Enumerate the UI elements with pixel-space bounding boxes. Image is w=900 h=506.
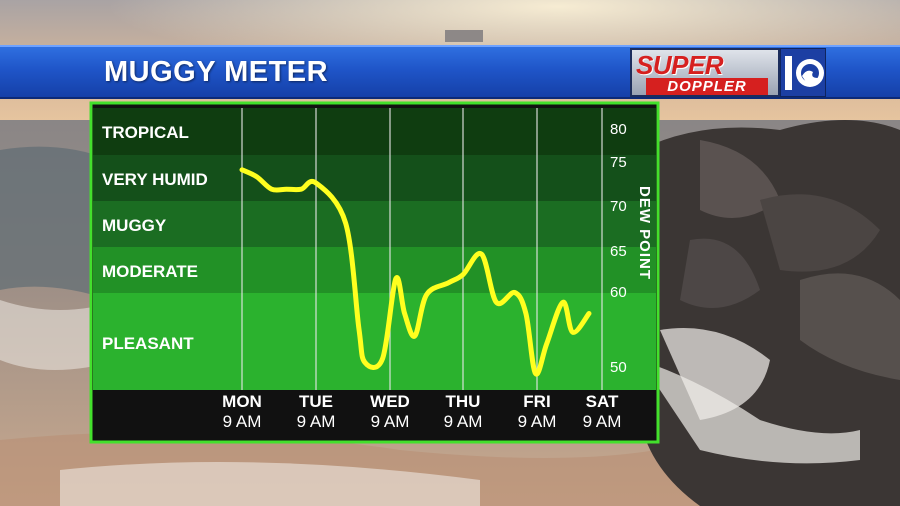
y-tick-label-4: 60 — [610, 284, 627, 301]
day-label-2: WED — [370, 392, 410, 411]
time-label-0: 9 AM — [223, 412, 262, 431]
y-tick-label-3: 65 — [610, 243, 627, 260]
day-label-5: SAT — [586, 392, 619, 411]
y-tick-label-0: 80 — [610, 121, 627, 138]
dew-point-line — [239, 167, 592, 377]
y-axis-label: DEW POINT — [636, 186, 653, 280]
time-label-5: 9 AM — [583, 412, 622, 431]
y-tick-label-2: 70 — [610, 198, 627, 215]
time-label-4: 9 AM — [518, 412, 557, 431]
wave-ten-icon — [780, 48, 826, 97]
zone-band-0 — [93, 108, 656, 155]
logo-line1: SUPER — [636, 50, 724, 80]
day-label-1: TUE — [299, 392, 333, 411]
day-label-0: MON — [222, 392, 262, 411]
logo-line2: DOPPLER — [646, 78, 768, 95]
time-label-3: 9 AM — [444, 412, 483, 431]
page-title: MUGGY METER — [104, 56, 329, 88]
zone-band-4 — [93, 293, 656, 390]
time-label-2: 9 AM — [371, 412, 410, 431]
y-tick-label-5: 50 — [610, 359, 627, 376]
zone-label-2: MUGGY — [102, 216, 167, 235]
zone-label-0: TROPICAL — [102, 123, 189, 142]
day-label-3: THU — [446, 392, 481, 411]
zone-band-3 — [93, 247, 656, 293]
y-tick-label-1: 75 — [610, 154, 627, 171]
zone-band-2 — [93, 201, 656, 247]
zone-band-1 — [93, 155, 656, 201]
station-logo: SUPER DOPPLER — [630, 48, 826, 97]
logo-badge: SUPER DOPPLER — [630, 48, 780, 97]
zone-label-4: PLEASANT — [102, 334, 194, 353]
day-label-4: FRI — [523, 392, 550, 411]
zone-label-3: MODERATE — [102, 262, 198, 281]
chart-border — [89, 101, 660, 444]
zone-label-1: VERY HUMID — [102, 170, 208, 189]
time-label-1: 9 AM — [297, 412, 336, 431]
